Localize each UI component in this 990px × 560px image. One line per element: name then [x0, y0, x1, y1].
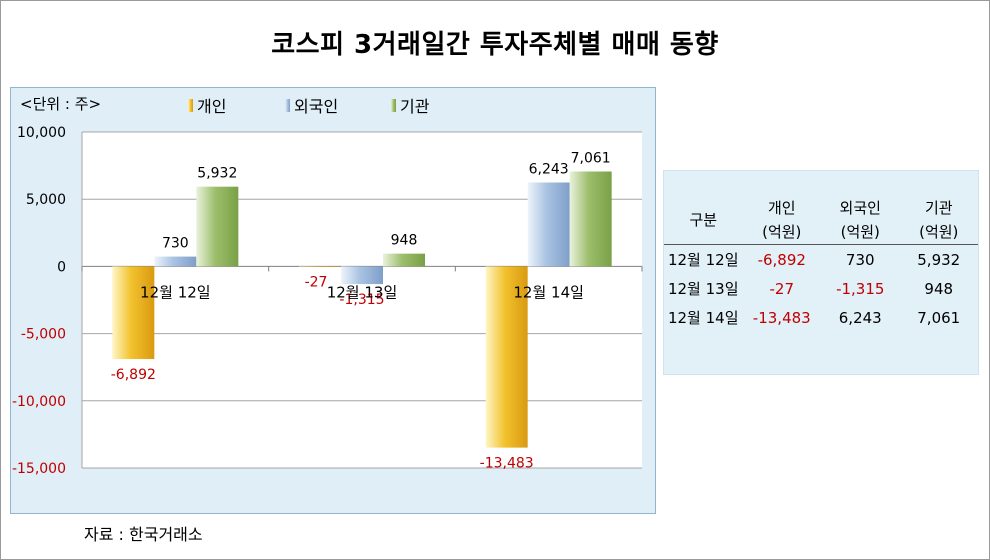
table-header-retail: 개인 (억원)	[743, 196, 822, 245]
data-table: 구분 개인 (억원) 외국인 (억원) 기관 (억원) 12월 12일 -6,892 …	[664, 196, 978, 332]
legend-item-retail: 개인	[188, 93, 226, 117]
bar-institution	[569, 171, 612, 267]
table-row: 12월 12일 -6,892 730 5,932	[664, 245, 978, 275]
bar-retail	[485, 266, 528, 448]
header-institution-label: 기관	[924, 199, 953, 217]
source-note: 자료 : 한국거래소	[84, 525, 203, 544]
header-retail-label: 개인	[767, 199, 796, 217]
y-tick-label: -10,000	[12, 394, 66, 410]
legend-label-retail: 개인	[197, 97, 227, 116]
table-header-category: 구분	[664, 196, 743, 245]
table-cell-foreign: 730	[845, 250, 875, 269]
table-cell-date: 12월 13일	[667, 280, 739, 298]
table-cell-institution: 7,061	[917, 308, 961, 327]
table-header-institution: 기관 (억원)	[900, 196, 979, 245]
bar-foreign	[341, 266, 383, 285]
table-cell-retail: -13,483	[752, 308, 811, 327]
legend-label-foreign: 외국인	[294, 97, 339, 116]
legend-swatch-retail	[188, 98, 193, 112]
unit-label: <단위 : 주>	[20, 95, 102, 113]
data-label: 5,932	[197, 166, 237, 182]
legend-swatch-institution	[391, 98, 396, 112]
data-label: 948	[391, 233, 418, 249]
table-cell-foreign: 6,243	[838, 308, 882, 327]
data-label: 6,243	[529, 161, 569, 177]
legend-item-institution: 기관	[391, 93, 429, 117]
y-tick-label: 5,000	[26, 192, 66, 208]
header-category-label: 구분	[689, 211, 718, 229]
bar-foreign	[527, 182, 570, 267]
data-label: -27	[305, 274, 328, 290]
legend-swatch-foreign	[285, 98, 290, 112]
y-tick-label: 0	[57, 259, 66, 275]
legend-label-institution: 기관	[400, 97, 430, 116]
y-tick-label: 10,000	[17, 125, 66, 141]
table-cell-institution: 5,932	[917, 250, 961, 269]
table-cell-retail: -6,892	[757, 250, 806, 269]
data-label: -1,315	[339, 292, 384, 308]
bar-foreign	[154, 256, 197, 267]
data-label: -13,483	[480, 456, 534, 472]
y-tick-label: -15,000	[12, 461, 66, 477]
x-tick-label: 12월 13일	[327, 283, 398, 301]
data-label: -6,892	[111, 367, 156, 383]
bar-retail	[112, 266, 155, 360]
bar-institution	[196, 186, 239, 267]
header-foreign-label: 외국인	[839, 199, 881, 217]
header-institution-unit: (억원)	[919, 223, 959, 241]
data-label: 730	[162, 236, 189, 252]
legend-item-foreign: 외국인	[285, 93, 338, 117]
table-cell-date: 12월 14일	[667, 309, 739, 327]
table-cell-foreign: -1,315	[836, 279, 885, 298]
header-retail-unit: (억원)	[762, 223, 802, 241]
bar-institution	[383, 253, 425, 267]
table-cell-institution: 948	[924, 279, 954, 298]
header-foreign-unit: (억원)	[840, 223, 880, 241]
table-row: 12월 14일 -13,483 6,243 7,061	[664, 303, 978, 332]
data-table-panel: 구분 개인 (억원) 외국인 (억원) 기관 (억원) 12월 12일 -6,892 …	[663, 170, 979, 375]
table-cell-retail: -27	[769, 279, 795, 298]
bar-retail	[299, 266, 341, 267]
table-header-row: 구분 개인 (억원) 외국인 (억원) 기관 (억원)	[664, 196, 978, 245]
data-label: 7,061	[571, 151, 611, 167]
table-header-foreign: 외국인 (억원)	[821, 196, 900, 245]
page-title: 코스피 3거래일간 투자주체별 매매 동향	[271, 30, 719, 60]
y-tick-label: -5,000	[21, 327, 66, 343]
x-tick-label: 12월 12일	[140, 283, 211, 301]
table-cell-date: 12월 12일	[667, 251, 739, 269]
x-tick-label: 12월 14일	[513, 283, 584, 301]
table-row: 12월 13일 -27 -1,315 948	[664, 274, 978, 303]
